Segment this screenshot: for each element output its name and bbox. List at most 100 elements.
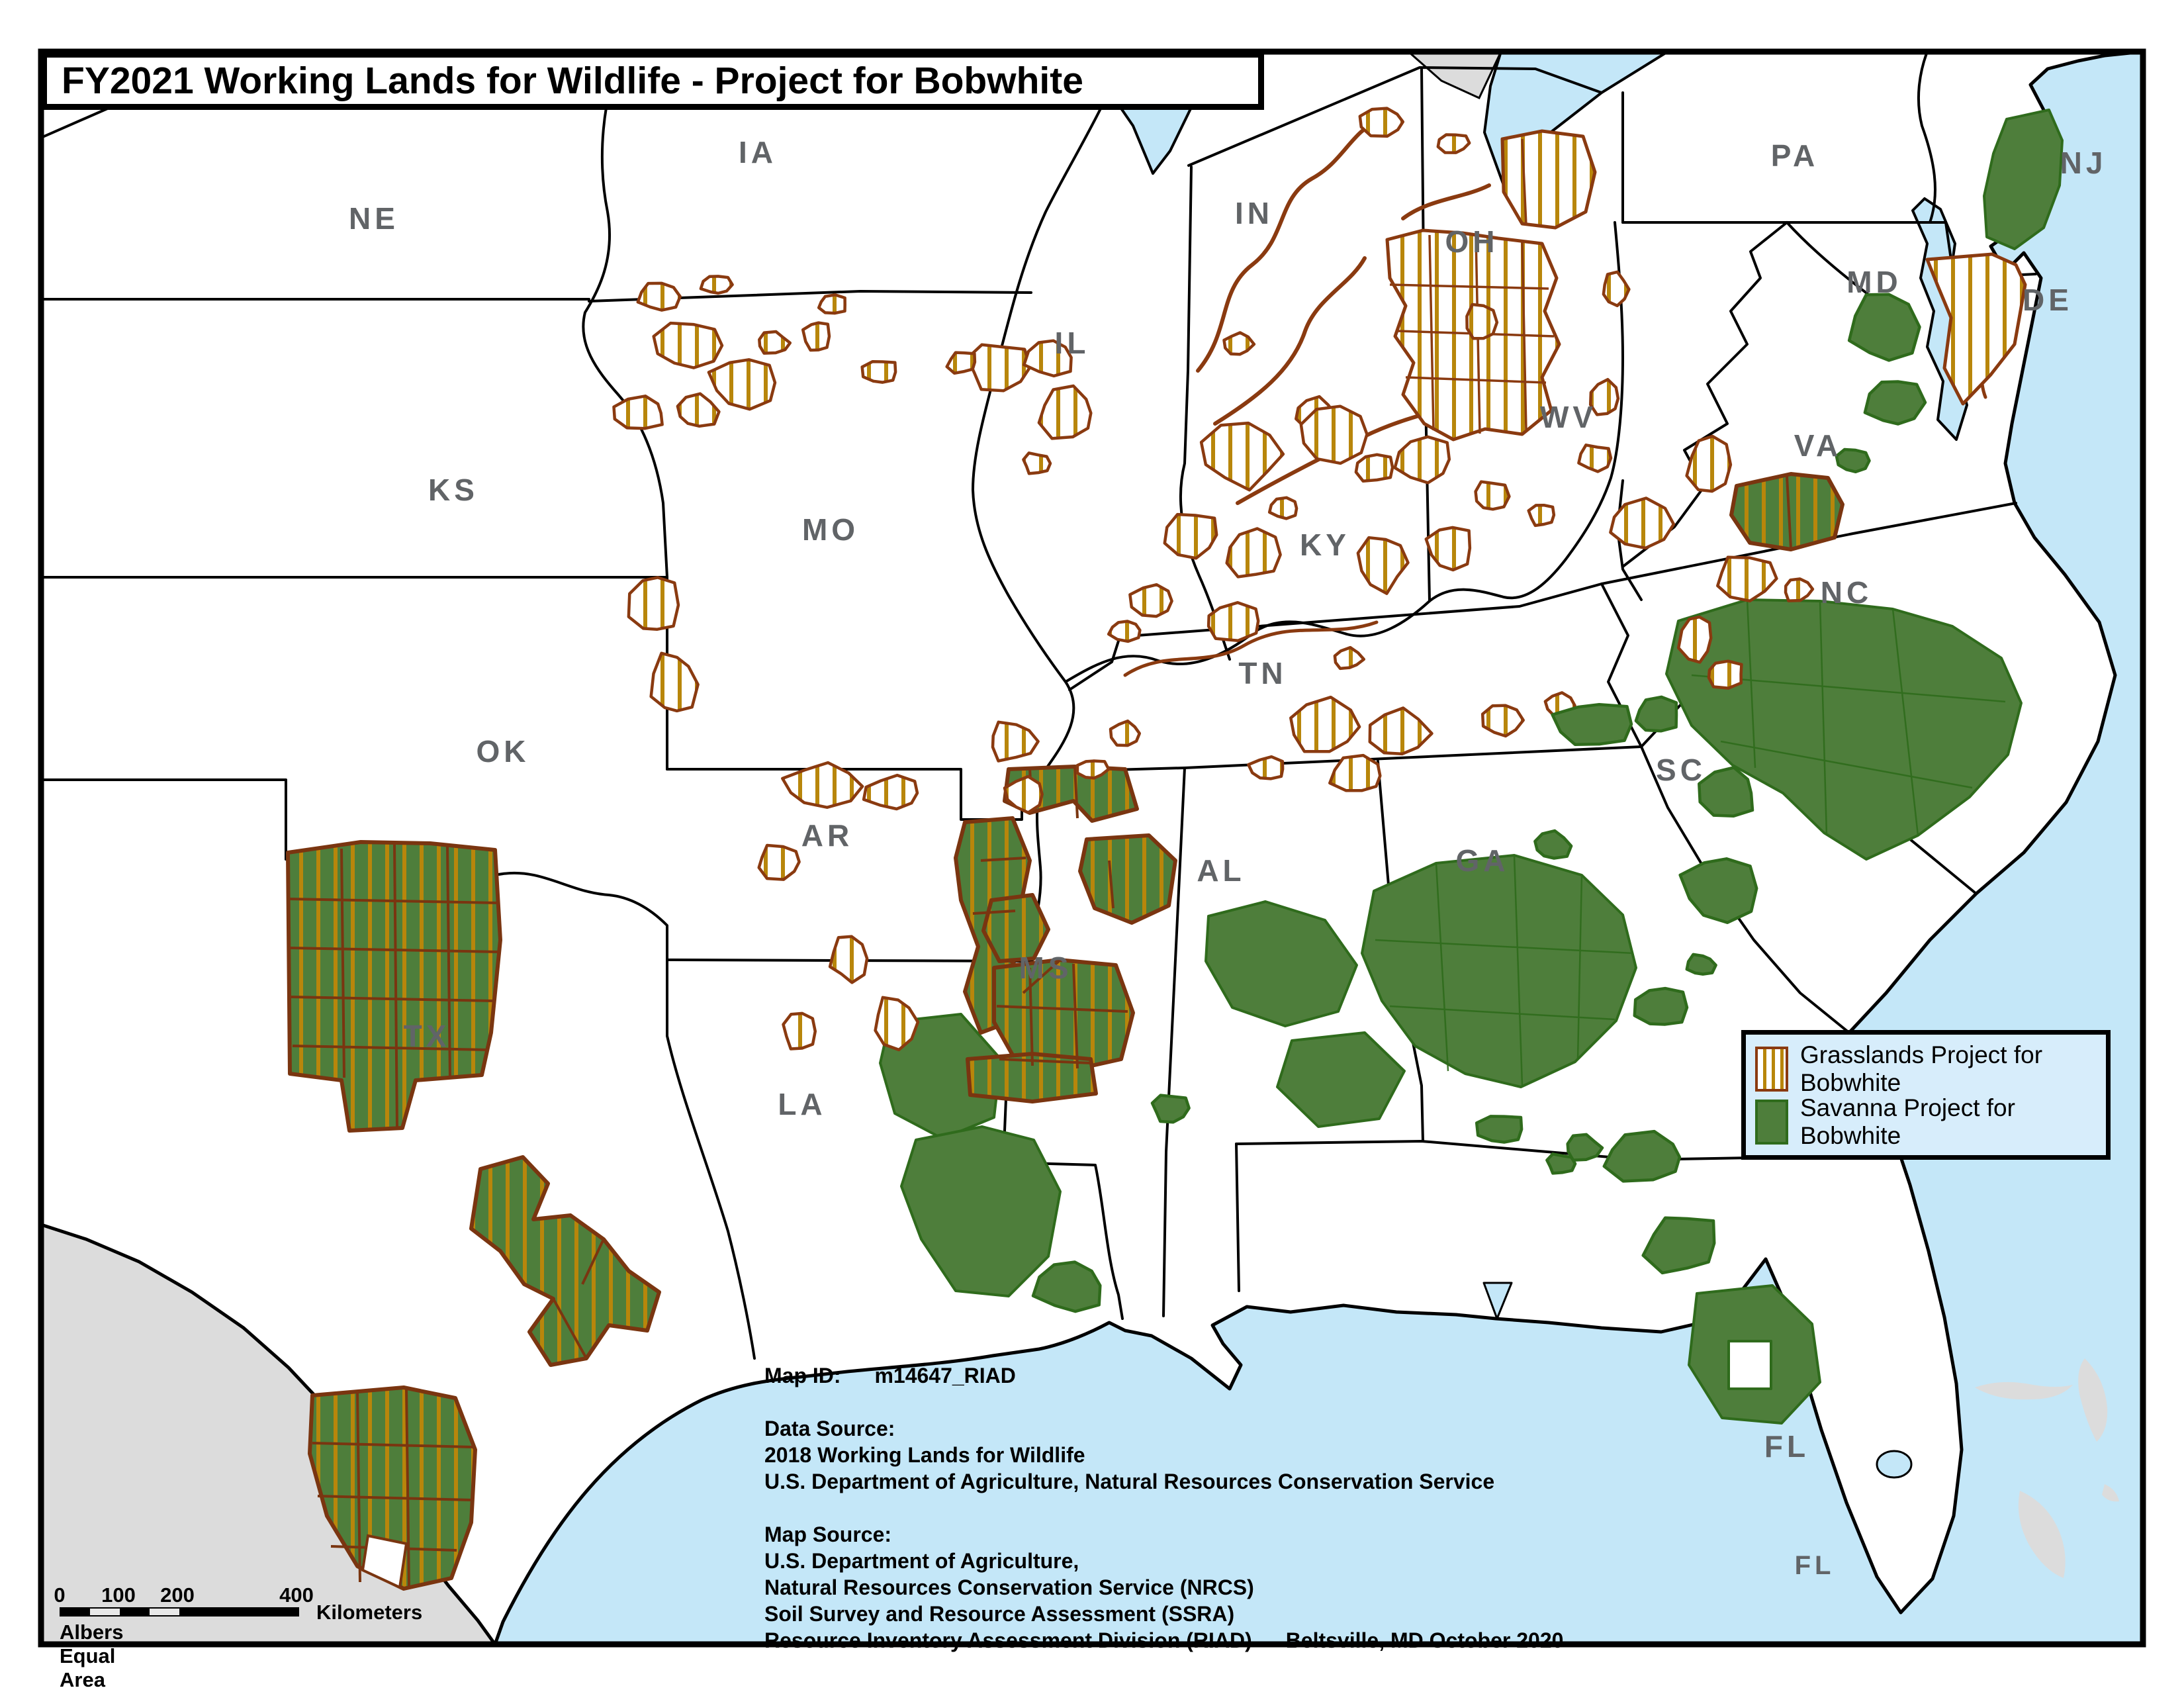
grasslands-area [1474,480,1511,511]
savanna-area [1533,829,1573,860]
savanna-area [1545,1152,1577,1175]
savanna-area-fl-hole [1727,1340,1772,1390]
scale-tick-label: 400 [279,1583,314,1607]
savanna-area [1685,953,1717,976]
grasslands-area [1225,527,1282,579]
savanna-area-ga [1361,854,1637,1088]
grasslands-area [1424,526,1472,572]
state-label-AL: AL [1197,853,1245,888]
savanna-area-al-1 [1205,900,1358,1027]
scale-tick-label: 0 [54,1583,66,1607]
mobile-bay [1482,1282,1513,1320]
scale-tick-label: 200 [160,1583,195,1607]
bahamas-island [2018,1491,2066,1578]
grasslands-area [1354,453,1394,483]
overlap-area-tx-s-notch [361,1534,408,1589]
savanna-area-la-1 [879,1013,1002,1140]
state-label-MS: MS [1019,951,1073,985]
grasslands-area-delmarva [1925,252,2027,406]
grasslands-area [1328,753,1382,792]
grasslands-area [1676,615,1713,664]
grasslands-area-oh-north [1500,129,1597,230]
grasslands-area [1247,755,1285,780]
state-label-LA: LA [778,1087,826,1121]
savanna-area [1475,1115,1524,1144]
grasslands-area [636,281,682,312]
savanna-blobs-layer [1031,293,1927,1313]
legend-item-grasslands: Grasslands Project for Bobwhite [1755,1041,2106,1096]
grasslands-area [1707,659,1743,690]
grasslands-area [991,720,1040,763]
grasslands-area [1222,331,1256,356]
savanna-area [1566,1133,1604,1162]
grasslands-area [781,761,864,809]
legend: Grasslands Project for Bobwhite Savanna … [1741,1030,2111,1160]
grasslands-area [1267,496,1298,520]
overlap-area-va [1729,472,1844,551]
grasslands-area [652,321,724,369]
grasslands-area [1199,421,1285,492]
state-label-MO: MO [802,512,859,547]
grasslands-area [1107,620,1142,643]
grasslands-area [1358,107,1405,138]
state-label-FL: FL [1795,1551,1835,1580]
bahamas-island [2078,1358,2108,1442]
grasslands-area [1128,583,1173,618]
spacer [764,1389,1563,1415]
grasslands-area [757,843,801,881]
map-id-value: m14647_RIAD [874,1364,1016,1387]
grasslands-area [828,935,869,984]
grasslands-area [699,275,734,295]
grasslands-area [707,358,777,411]
grasslands-area [1289,695,1361,753]
grasslands-area [1480,704,1525,738]
state-label-OH: OH [1445,224,1499,259]
data-source-line: U.S. Department of Agriculture, Natural … [764,1470,1495,1493]
state-label-WV: WV [1540,400,1597,434]
map-id-label: Map ID: [764,1364,841,1387]
grasslands-area [649,651,700,713]
state-label-DE: DE [2023,283,2073,317]
savanna-area-nj [1983,109,2064,250]
overlap-area-ms-3 [1078,833,1177,925]
state-label-IN: IN [1235,196,1273,230]
savanna-area-la-ms [900,1125,1062,1297]
grasslands-area [862,773,919,811]
map-source-last-line: Resource Inventory Assessment Division (… [764,1627,1563,1654]
grasslands-area [1023,339,1073,378]
grasslands-area [1368,706,1433,756]
lake-okeechobee [1876,1450,1913,1479]
scale-unit-label: Kilometers [316,1601,423,1624]
michigan-land [1410,54,1501,99]
grasslands-area [945,351,977,375]
grasslands-area [1784,577,1815,602]
state-label-SC: SC [1656,753,1706,787]
state-label-GA: GA [1456,843,1510,878]
legend-item-savanna: Savanna Project for Bobwhite [1755,1094,2106,1149]
grasslands-area [1022,451,1052,475]
map-source-place-date: Beltsville, MD October 2020 [1285,1628,1564,1652]
state-label-NJ: NJ [2060,146,2107,180]
state-label-AR: AR [801,818,853,853]
grasslands-area [801,321,831,352]
savanna-area [1863,380,1927,426]
savanna-area [1633,986,1689,1026]
data-source-line: 2018 Working Lands for Wildlife [764,1443,1085,1467]
grasslands-area [1436,133,1471,154]
savanna-area [1847,293,1921,362]
savanna-area [1602,1129,1682,1183]
state-label-VA: VA [1794,428,1843,463]
grasslands-area [817,293,846,315]
grasslands-area [1577,444,1613,473]
grasslands-swatch-icon [1755,1047,1788,1092]
grasslands-area [782,1011,817,1051]
state-label-PA: PA [1771,138,1819,173]
grasslands-area [1037,384,1093,440]
state-label-OK: OK [477,734,530,769]
savanna-area-al-2 [1276,1031,1406,1128]
grasslands-area [1003,774,1044,814]
scale-bar-rule [60,1607,299,1617]
state-label-MD: MD [1846,265,1902,299]
grasslands-blobs-layer [612,107,1815,1052]
